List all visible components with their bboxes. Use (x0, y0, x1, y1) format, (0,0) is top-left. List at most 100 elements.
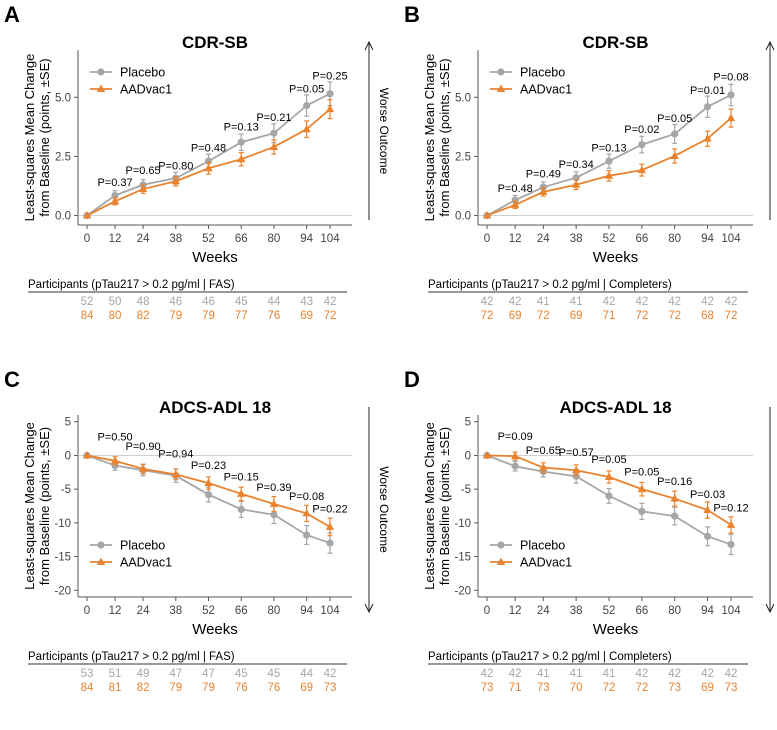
y-tick-label: -20 (454, 585, 471, 597)
p-value-annotation: P=0.90 (125, 441, 160, 453)
participants-placebo-count: 42 (668, 296, 681, 308)
worse-outcome-label: Worse Outcome (377, 466, 391, 553)
legend: Placebo AADvac1 (90, 66, 172, 97)
panel-a: A CDR-SB Least-squares Mean Changefrom Bas… (4, 2, 391, 322)
data-point (82, 450, 92, 459)
legend: Placebo AADvac1 (90, 539, 172, 570)
participants-aadvac1-count: 84 (81, 310, 94, 322)
y-tick-label: 5.0 (455, 92, 471, 104)
x-tick-label: 38 (570, 605, 583, 617)
data-point (572, 472, 580, 480)
participants-aadvac1-count: 72 (481, 310, 494, 322)
data-point (237, 154, 246, 163)
legend-label: AADvac1 (120, 556, 172, 570)
data-point (605, 492, 613, 500)
x-tick-label: 24 (537, 605, 550, 617)
data-point (638, 140, 646, 149)
participants-aadvac1-count: 73 (725, 682, 738, 694)
participants-placebo-count: 44 (268, 296, 281, 308)
participants-placebo-count: 42 (324, 668, 337, 680)
participants-label: Participants (pTau217 > 0.2 pg/ml | Comp… (428, 279, 672, 291)
data-point (302, 124, 311, 133)
participants-placebo-count: 42 (324, 296, 337, 308)
series-placebo (83, 81, 334, 220)
p-value-annotation: P=0.13 (591, 143, 626, 155)
p-value-annotation: P=0.65 (526, 445, 561, 457)
panel-letter: A (4, 2, 20, 27)
participants-placebo-count: 42 (635, 296, 648, 308)
data-point (703, 103, 712, 111)
y-tick-label: -10 (54, 518, 71, 530)
data-point (510, 200, 520, 208)
participants-placebo-count: 48 (137, 296, 150, 308)
x-tick-label: 38 (169, 605, 182, 617)
participants-aadvac1-count: 82 (137, 682, 150, 694)
participants-aadvac1-count: 72 (603, 682, 616, 694)
p-value-annotation: P=0.05 (624, 467, 659, 479)
data-point (671, 512, 679, 520)
data-point (571, 465, 581, 474)
data-point (270, 511, 278, 519)
participants-aadvac1-count: 72 (668, 310, 681, 322)
p-value-annotation: P=0.65 (125, 165, 160, 177)
x-tick-label: 0 (84, 605, 90, 617)
data-point (670, 494, 679, 502)
panel-letter: C (4, 367, 20, 392)
p-value-annotation: P=0.50 (97, 432, 132, 444)
y-tick-label: -20 (54, 585, 71, 597)
x-tick-label: 66 (235, 605, 248, 617)
x-tick-label: 52 (202, 233, 215, 245)
arrow-head-icon (765, 40, 775, 51)
participants-placebo-count: 47 (169, 668, 182, 680)
series-aadvac1 (82, 99, 335, 219)
legend-marker-triangle-icon (96, 557, 106, 565)
participants-placebo-count: 45 (235, 668, 248, 680)
x-tick-label: 24 (137, 605, 150, 617)
participants-aadvac1-count: 72 (725, 310, 738, 322)
p-value-annotation: P=0.15 (224, 471, 259, 483)
participants-placebo-count: 45 (268, 668, 281, 680)
participants-aadvac1-count: 79 (202, 310, 215, 322)
participants-placebo-count: 46 (202, 296, 215, 308)
data-point (138, 184, 148, 193)
x-tick-label: 52 (202, 605, 215, 617)
p-value-annotation: P=0.48 (191, 143, 226, 155)
data-point (604, 171, 614, 179)
x-tick-label: 12 (509, 233, 522, 245)
participants-aadvac1-count: 77 (235, 310, 248, 322)
p-value-annotation: P=0.02 (624, 124, 659, 136)
data-point (637, 484, 647, 493)
data-point (326, 539, 334, 547)
data-point (727, 91, 735, 99)
participants-placebo-count: 52 (81, 296, 94, 308)
participants-label: Participants (pTau217 > 0.2 pg/ml | Comp… (428, 651, 672, 663)
y-tick-label: 0 (465, 450, 471, 462)
participants-placebo-count: 41 (603, 668, 616, 680)
legend-label: AADvac1 (520, 556, 572, 570)
data-point (110, 196, 120, 205)
x-tick-label: 0 (84, 233, 90, 245)
participants-aadvac1-count: 72 (324, 310, 337, 322)
participants-aadvac1-count: 81 (109, 682, 122, 694)
participants-placebo-count: 53 (81, 668, 94, 680)
data-point (138, 464, 148, 472)
legend-marker-circle-icon (97, 68, 105, 76)
p-value-annotation: P=0.39 (256, 482, 291, 494)
participants-aadvac1-count: 76 (268, 682, 281, 694)
data-point (703, 505, 712, 514)
participants-aadvac1-count: 79 (202, 682, 215, 694)
participants-placebo-count: 42 (635, 668, 648, 680)
legend: Placebo AADvac1 (490, 539, 572, 570)
y-axis-label: Least-squares Mean Changefrom Baseline (… (22, 422, 52, 590)
participants-aadvac1-count: 69 (509, 310, 522, 322)
participants-placebo-count: 42 (509, 668, 522, 680)
legend-label: AADvac1 (520, 83, 572, 97)
participants-aadvac1-count: 76 (235, 682, 248, 694)
participants-placebo-count: 41 (570, 668, 583, 680)
participants-aadvac1-count: 72 (635, 682, 648, 694)
participants-aadvac1-count: 69 (570, 310, 583, 322)
p-value-annotation: P=0.05 (657, 113, 692, 125)
participants-placebo-count: 47 (202, 668, 215, 680)
y-tick-label: -15 (54, 552, 71, 564)
chart-title: CDR-SB (582, 33, 648, 52)
